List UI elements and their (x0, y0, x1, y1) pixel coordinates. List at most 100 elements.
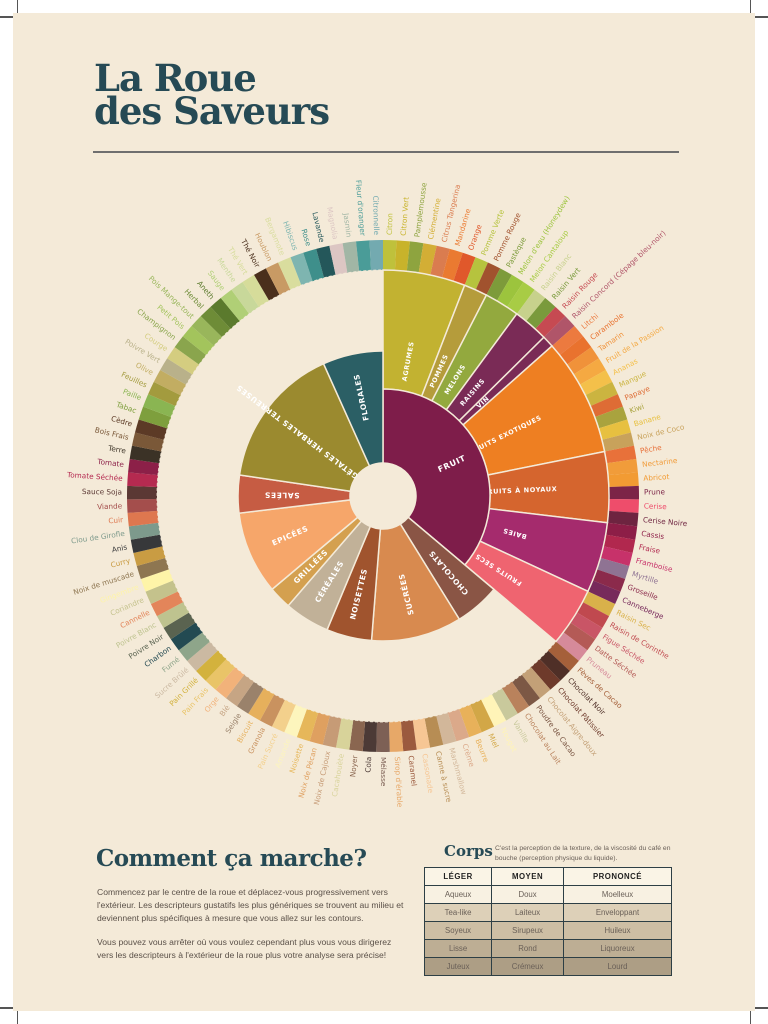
flavor-slice (242, 274, 270, 308)
flavor-slice (136, 557, 170, 579)
flavor-ring (127, 240, 640, 752)
flavor-slice (496, 274, 524, 308)
corps-cell: Crémeux (491, 957, 564, 976)
flavor-slice (156, 602, 190, 628)
flavor-label: Miel (486, 732, 500, 749)
flavor-slice (248, 688, 275, 721)
crop-mark (0, 1007, 14, 1009)
flavor-slice (579, 369, 613, 396)
flavor-label: Pêche (639, 443, 662, 456)
crop-mark (750, 0, 751, 15)
flavor-slice (412, 718, 431, 750)
flavor-label: Clou de Girofle (71, 529, 126, 546)
flavor-slice (470, 699, 495, 733)
flavor-label: Fleur d'oranger (354, 180, 367, 237)
flavor-label: Clémentine (426, 197, 443, 240)
corps-cell: Juteux (423, 957, 493, 976)
flavor-slice (605, 522, 638, 540)
flavor-label: Sauce Soja (82, 487, 122, 497)
flavor-slice (265, 262, 291, 296)
flavor-slice (436, 712, 457, 745)
flavor-label: Nectarine (642, 456, 679, 469)
flavor-slice (259, 694, 285, 727)
flavor-slice (376, 721, 390, 752)
flavor-slice (153, 369, 187, 396)
flavor-slice (486, 268, 512, 301)
flavor-slice (555, 632, 588, 661)
flavor-slice (135, 419, 168, 440)
flavor-slice (143, 394, 176, 418)
flavor-slice (133, 546, 166, 567)
flavor-slice (316, 245, 336, 278)
flavor-label: Bois Frais (94, 425, 130, 442)
flavor-slice (587, 580, 621, 605)
flavor-label: Rose (299, 228, 313, 248)
flavor-slice (160, 358, 193, 385)
flavor-label: Olive (134, 360, 155, 377)
flavor-slice (163, 612, 196, 640)
flavor-slice (284, 704, 307, 738)
flavor-slice (543, 316, 575, 346)
flavor-label: Cuir (108, 515, 124, 525)
flavor-slice (145, 580, 179, 605)
flavor-slice (127, 510, 159, 527)
flavor-slice (600, 546, 633, 567)
flavor-slice (140, 569, 174, 592)
flavor-label: Jasmin (341, 212, 353, 238)
flavor-slice (128, 458, 160, 476)
flavor-label: Cola (363, 756, 373, 773)
flavor-slice (424, 715, 444, 748)
wheel-center (350, 463, 416, 529)
flavor-slice (594, 406, 628, 429)
flavor-slice (576, 602, 610, 628)
flavor-slice (309, 712, 330, 745)
flavor-slice (530, 658, 561, 690)
flavor-slice (132, 432, 165, 452)
column-header: LÉGER (423, 867, 493, 886)
flavor-label: Caramel (407, 755, 419, 786)
page-title: La Roue des Saveurs (94, 60, 330, 130)
flavor-slice (191, 316, 223, 346)
how-it-works-paragraph-1: Commencez par le centre de la roue et dé… (97, 887, 404, 923)
flavor-label: Viande (97, 501, 123, 511)
corps-cell: Sirupeux (491, 921, 564, 940)
corps-cell: Aqueux (423, 885, 493, 904)
flavor-label: Citron (385, 213, 395, 235)
flavor-slice (453, 252, 476, 286)
flavor-slice (582, 591, 616, 617)
flavor-slice (552, 326, 584, 356)
crop-mark (750, 1010, 751, 1024)
flavor-slice (559, 336, 592, 365)
segment-label: SALÉES (264, 490, 299, 499)
title-line-2: des Saveurs (94, 89, 330, 133)
flavor-label: Cèdre (110, 414, 134, 429)
flavor-slice (362, 721, 378, 752)
corps-cell: Soyeux (423, 921, 493, 940)
corps-title: Corps (444, 842, 493, 860)
corps-row: Juteux Crémeux Lourd (423, 957, 673, 976)
flavor-slice (570, 612, 603, 640)
flavor-slice (182, 326, 214, 356)
flavor-slice (603, 534, 636, 553)
flavor-label: Cacahouète (330, 752, 346, 797)
flavor-slice (521, 666, 551, 699)
corps-header-row: LÉGER MOYEN PRONONCÉ (423, 867, 673, 886)
flavor-slice (205, 658, 236, 690)
flavor-slice (383, 240, 397, 271)
flavor-slice (210, 297, 240, 329)
flavor-slice (369, 240, 383, 271)
flavor-slice (418, 243, 437, 276)
flavor-label: Citronnelle (371, 195, 381, 235)
flavor-label: Cassis (641, 529, 665, 541)
flavor-label: Prune (644, 487, 666, 496)
flavor-slice (475, 262, 501, 296)
flavor-slice (200, 306, 231, 338)
flavor-slice (608, 485, 640, 500)
flavor-slice (406, 241, 424, 273)
flavor-label: Anis (111, 542, 128, 554)
flavor-slice (271, 699, 296, 733)
flavor-slice (563, 622, 596, 651)
corps-cell: Liquoreux (562, 939, 673, 958)
